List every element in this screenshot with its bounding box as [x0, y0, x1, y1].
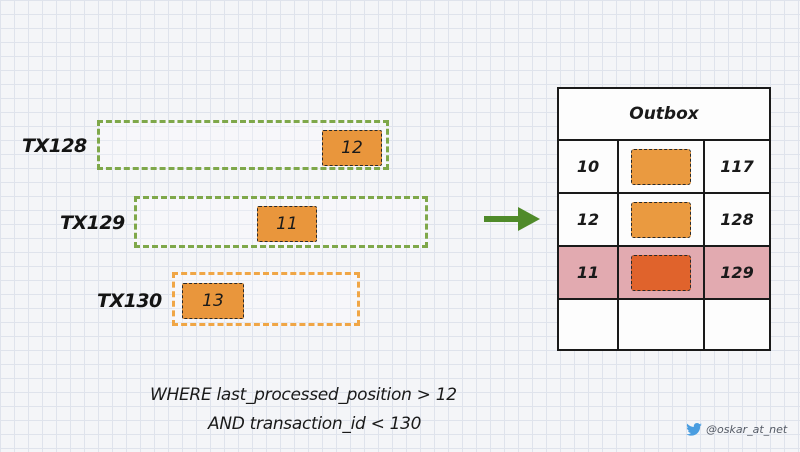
outbox-row: 12 128: [559, 194, 769, 247]
arrow-right-icon: [484, 207, 540, 231]
outbox-transaction-cell: 128: [720, 210, 754, 229]
outbox-transaction-cell: 129: [720, 263, 754, 282]
payload-chip: [631, 148, 691, 185]
tx128-label: TX128: [22, 135, 87, 157]
tx128-position-chip: 12: [322, 130, 382, 166]
outbox-transaction-cell: 117: [720, 157, 754, 176]
tx128-box: 12: [97, 120, 389, 170]
outbox-payload-cell: [619, 247, 705, 298]
tx130-label: TX130: [97, 290, 162, 312]
outbox-position-cell: 12: [559, 194, 619, 245]
payload-chip: [631, 201, 691, 238]
tx129-label: TX129: [60, 212, 125, 234]
outbox-position-cell: [559, 300, 619, 349]
outbox-payload-cell: [619, 141, 705, 192]
outbox-payload-cell: [619, 300, 705, 349]
tx130-position-chip: 13: [182, 283, 244, 319]
outbox-transaction-cell: [705, 300, 769, 349]
outbox-title: Outbox: [559, 89, 769, 141]
query-where-line: WHERE last_processed_position > 12: [150, 385, 457, 405]
outbox-row: 10 117: [559, 141, 769, 194]
twitter-handle: @oskar_at_net: [706, 423, 788, 436]
payload-chip: [631, 254, 691, 291]
tx130-position: 13: [202, 291, 224, 311]
outbox-position-cell: 11: [559, 247, 619, 298]
tx130-box: 13: [172, 272, 360, 326]
tx129-position-chip: 11: [257, 206, 317, 242]
outbox-row-empty: [559, 300, 769, 349]
tx128-position: 12: [341, 138, 363, 158]
twitter-credit: @oskar_at_net: [686, 423, 787, 436]
tx129-box: 11: [134, 196, 428, 248]
outbox-payload-cell: [619, 194, 705, 245]
tx129-position: 11: [276, 214, 298, 234]
query-and-line: AND transaction_id < 130: [208, 414, 422, 434]
twitter-bird-icon: [686, 423, 702, 436]
outbox-table: Outbox 10 117 12 128 11 129: [557, 87, 771, 351]
outbox-row-highlighted: 11 129: [559, 247, 769, 300]
outbox-position-cell: 10: [559, 141, 619, 192]
